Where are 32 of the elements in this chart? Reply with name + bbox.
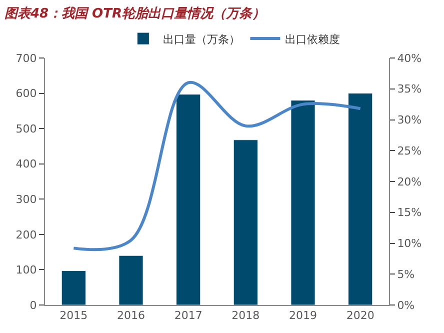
y-tick-label: 300 [16, 192, 37, 206]
y-tick-label: 700 [16, 52, 37, 65]
y2-tick-label: 40% [397, 52, 422, 65]
bar [176, 94, 201, 305]
y-tick-label: 200 [16, 228, 37, 242]
y2-tick-label: 5% [397, 268, 415, 281]
x-tick-label: 2019 [289, 309, 317, 322]
y2-tick-label: 35% [397, 82, 422, 96]
bar [233, 140, 258, 305]
y2-tick-label: 25% [397, 144, 422, 158]
chart-title: 图表48：我国 OTR轮胎出口量情况（万条） [4, 5, 265, 22]
x-tick-label: 2016 [117, 309, 145, 322]
y-tick-label: 500 [16, 122, 37, 136]
y2-tick-label: 0% [397, 298, 415, 312]
bar [348, 93, 373, 305]
y2-tick-label: 15% [397, 206, 422, 220]
legend-label: 出口量（万条） [163, 32, 240, 46]
y-tick-label: 0 [30, 298, 37, 312]
bar [290, 100, 316, 305]
y-tick-label: 600 [16, 87, 37, 100]
y-tick-label: 400 [16, 158, 37, 171]
x-tick-label: 2017 [174, 309, 202, 322]
y-tick-label: 100 [16, 264, 37, 277]
x-tick-label: 2020 [346, 309, 374, 322]
bar [61, 270, 86, 305]
x-tick-label: 2015 [60, 309, 88, 322]
y2-tick-label: 30% [397, 114, 422, 127]
y2-tick-label: 20% [397, 175, 422, 188]
x-tick-label: 2018 [232, 309, 260, 322]
bar [118, 255, 144, 305]
y2-tick-label: 10% [397, 237, 422, 250]
legend-label: 出口依赖度 [285, 32, 340, 46]
